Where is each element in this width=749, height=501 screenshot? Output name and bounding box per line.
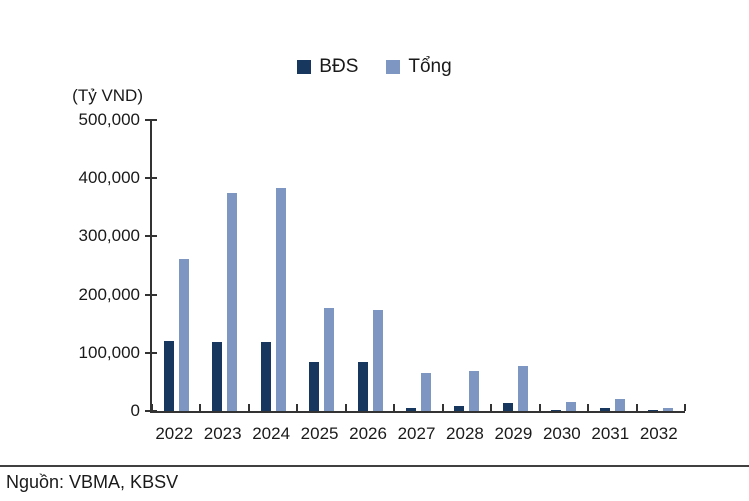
bar-tong-2025	[324, 308, 335, 411]
plot-area: 0 100,000 200,000 300,000 400,000 500,000	[79, 110, 686, 420]
bar-group-2031	[588, 120, 636, 411]
bar-group-2023	[200, 120, 248, 411]
bar-tong-2026	[372, 309, 383, 411]
chart-legend: BĐS Tổng	[0, 56, 749, 78]
bar-group-2029	[491, 120, 539, 411]
bar-group-2024	[249, 120, 297, 411]
bar-b-s-2024	[260, 342, 271, 411]
bar-groups	[152, 120, 685, 411]
x-tick-mark	[247, 404, 250, 411]
bar-b-s-2022	[163, 341, 174, 411]
x-tick-mark	[296, 404, 299, 411]
x-tick-mark	[441, 404, 444, 411]
bar-b-s-2029	[502, 402, 513, 411]
bar-tong-2029	[517, 365, 528, 411]
bar-b-s-2026	[357, 362, 368, 411]
x-tick-mark	[635, 404, 638, 411]
x-tick-mark	[393, 404, 396, 411]
bar-tong-2031	[614, 399, 625, 411]
bar-group-2025	[297, 120, 345, 411]
legend-item-b-s: BĐS	[297, 56, 358, 78]
x-axis-label-2022: 2022	[155, 424, 194, 443]
y-tick-label: 0	[130, 401, 140, 420]
y-tick-mark	[145, 119, 157, 121]
bar-tong-2028	[469, 370, 480, 411]
y-axis-unit-label: (Tỷ VND)	[72, 86, 143, 105]
source-note: Nguồn: VBMA, KBSV	[6, 472, 179, 492]
y-tick-mark	[145, 293, 157, 296]
x-axis-label-2026: 2026	[349, 424, 387, 443]
bar-group-2032	[637, 120, 685, 411]
bar-b-s-2031	[599, 408, 610, 411]
bar-b-s-2023	[212, 342, 223, 411]
bar-b-s-2030	[551, 409, 562, 411]
bar-tong-2023	[227, 192, 238, 411]
bar-tong-2024	[275, 188, 286, 411]
legend-swatch-tong	[386, 60, 401, 74]
y-tick-mark	[145, 351, 157, 354]
x-tick-mark	[199, 404, 202, 411]
x-tick-mark	[490, 404, 493, 411]
x-axis-label-2023: 2023	[203, 424, 242, 443]
x-axis-label-2030: 2030	[542, 424, 581, 443]
x-axis-label-2029: 2029	[494, 424, 533, 443]
x-axis-labels: 2022 2023 2024 2025 2026 2027 2028 2029 2030 2031…	[150, 424, 683, 444]
bar-b-s-2032	[648, 410, 659, 411]
y-tick-label: 100,000	[78, 342, 140, 362]
bar-b-s-2027	[405, 408, 416, 411]
x-tick-mark	[684, 404, 686, 411]
x-tick-mark	[151, 404, 153, 411]
bar-group-2026	[346, 120, 394, 411]
x-axis-label-2028: 2028	[446, 424, 484, 443]
x-tick-mark	[538, 404, 541, 411]
bar-group-2030	[540, 120, 588, 411]
y-tick-label: 400,000	[78, 168, 140, 188]
bar-b-s-2025	[309, 362, 320, 411]
bar-tong-2027	[420, 373, 431, 411]
bar-b-s-2028	[454, 406, 465, 411]
y-tick-label: 300,000	[78, 226, 140, 246]
footer-divider	[0, 465, 749, 467]
bar-group-2027	[394, 120, 442, 411]
bar-tong-2032	[663, 408, 674, 411]
y-tick-mark	[145, 235, 157, 238]
legend-label-b-s: BĐS	[319, 56, 359, 77]
x-tick-mark	[587, 404, 590, 411]
legend-swatch-b-s	[297, 60, 312, 74]
y-tick-label: 200,000	[78, 284, 140, 304]
x-axis-label-2032: 2032	[639, 424, 678, 443]
bar-tong-2030	[566, 401, 577, 411]
y-tick-mark	[145, 410, 157, 412]
x-axis-label-2025: 2025	[300, 424, 339, 443]
x-tick-mark	[344, 404, 347, 411]
bar-tong-2022	[178, 258, 189, 411]
legend-label-tong: Tổng	[408, 56, 452, 77]
x-axis-label-2027: 2027	[397, 424, 436, 443]
legend-item-tong: Tổng	[386, 56, 452, 78]
x-axis-label-2031: 2031	[591, 424, 630, 443]
y-tick-mark	[145, 177, 157, 180]
x-axis-label-2024: 2024	[252, 424, 291, 443]
bar-group-2028	[443, 120, 491, 411]
y-tick-label: 500,000	[78, 110, 140, 129]
bar-group-2022	[152, 120, 200, 411]
